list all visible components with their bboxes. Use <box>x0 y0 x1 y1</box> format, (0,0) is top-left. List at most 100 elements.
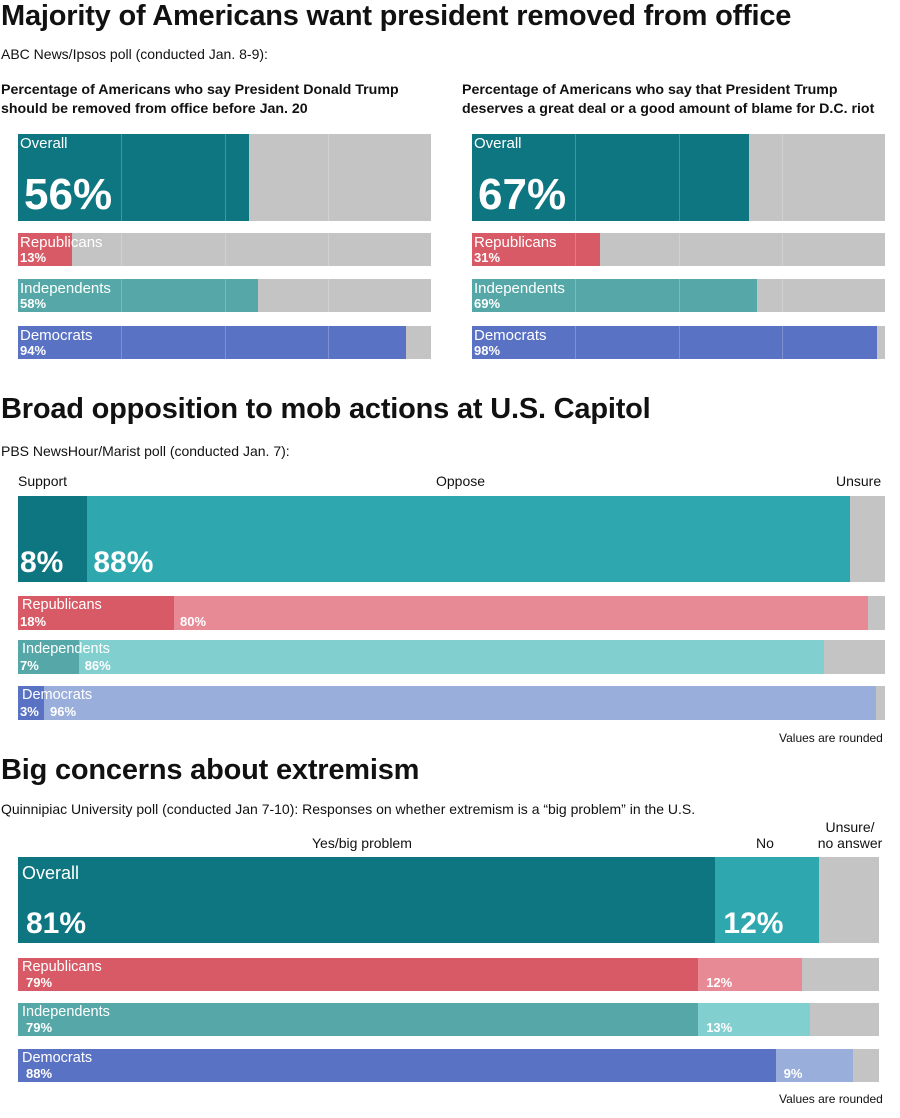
chart3-label-republicans: Republicans <box>22 597 102 613</box>
chart3-track-democrats: 3% 96% Democrats <box>18 686 885 720</box>
chart2-gridline <box>575 233 576 266</box>
chart4-label-independents: Independents <box>22 1004 110 1020</box>
chart4-track-independents: 79% 13% Independents <box>18 1003 879 1036</box>
chart2-bar-overall <box>472 134 749 221</box>
chart3-header-unsure: Unsure <box>836 473 882 489</box>
chart1-bar-independents <box>18 279 258 312</box>
chart1-track-republicans: Republicans 13% <box>18 233 431 266</box>
chart1-bar-overall <box>18 134 250 221</box>
chart2-value-independents: 69% <box>474 296 501 311</box>
chart4-seg-republicans-1 <box>698 958 802 991</box>
chart2-title: Percentage of Americans who say that Pre… <box>462 81 874 119</box>
chart4-seg-democrats-1 <box>775 1049 854 1082</box>
chart2-gridline <box>679 233 680 266</box>
chart3-note: Values are rounded <box>779 731 883 745</box>
chart1-label-republicans: Republicans <box>20 234 103 251</box>
chart1-bar-democrats <box>18 326 407 359</box>
chart4-value-democrats-1: 9% <box>783 1066 803 1081</box>
chart3-seg-independents-0 <box>18 640 79 674</box>
chart3-track-overall: 8% 88% <box>18 496 885 582</box>
chart4-value-republicans-1: 12% <box>706 975 733 990</box>
chart4-label-republicans: Republicans <box>22 959 102 975</box>
chart4-note: Values are rounded <box>779 1092 883 1106</box>
chart4-label-overall: Overall <box>22 863 80 883</box>
chart1-label-independents: Independents <box>20 280 111 297</box>
chart4-label-democrats: Democrats <box>22 1050 93 1066</box>
chart1-gridline <box>121 233 122 266</box>
chart1-title-line1: Percentage of Americans who say Presiden… <box>1 82 399 98</box>
chart3-header-oppose: Oppose <box>436 473 486 489</box>
chart4-header-yes: Yes/big problem <box>312 835 412 851</box>
chart2-gridline <box>782 134 783 221</box>
chart2-gridline <box>782 233 783 266</box>
chart2-gridline <box>679 326 680 359</box>
chart4-track-overall: 81% 12% Overall <box>18 857 879 943</box>
chart3-value-independents-1: 86% <box>84 658 111 673</box>
chart4-seg-overall-1 <box>715 857 819 943</box>
chart1-bar-republicans <box>18 233 72 266</box>
chart4-value-overall-0: 81% <box>26 907 87 940</box>
chart4-track-republicans: 79% 12% Republicans <box>18 958 879 991</box>
section1-source: ABC News/Ipsos poll (conducted Jan. 8-9)… <box>1 46 268 62</box>
chart1-gridline <box>328 279 329 312</box>
chart1-gridline <box>121 279 122 312</box>
chart4-value-independents-0: 79% <box>26 1020 53 1035</box>
chart1-title-line2: should be removed from office before Jan… <box>1 101 308 117</box>
chart2-label-republicans: Republicans <box>474 234 557 251</box>
chart1-gridline <box>328 134 329 221</box>
chart3-seg-republicans-1 <box>174 596 868 630</box>
section2-source: PBS NewsHour/Marist poll (conducted Jan.… <box>1 443 290 459</box>
chart2-value-republicans: 31% <box>474 250 501 265</box>
chart1-label-overall: Overall <box>20 135 68 152</box>
chart1-label-democrats: Democrats <box>20 327 93 344</box>
chart4-bars: 81% 12% Overall 79% 12% Republicans 79% 13% Inde… <box>18 857 879 1082</box>
chart3-seg-democrats-0 <box>18 686 44 720</box>
chart3-seg-democrats-1 <box>44 686 877 720</box>
chart1-gridline <box>121 326 122 359</box>
chart2-gridline <box>782 279 783 312</box>
chart3-seg-overall-1 <box>87 496 851 582</box>
chart1-value-democrats: 94% <box>20 343 47 358</box>
chart2-bar-democrats <box>472 326 877 359</box>
chart3-label-democrats: Democrats <box>22 687 93 703</box>
chart2-track-republicans: Republicans 31% <box>472 233 885 266</box>
chart4-seg-democrats-0 <box>18 1049 776 1082</box>
chart1-track-independents: Independents 58% <box>18 279 431 312</box>
chart4-value-independents-1: 13% <box>706 1020 733 1035</box>
chart4-header-unsure: Unsure/ no answer <box>817 819 883 851</box>
chart2-gridline <box>575 279 576 312</box>
chart3-track-republicans: 18% 80% Republicans <box>18 596 885 630</box>
chart3-track-independents: 7% 86% Independents <box>18 640 885 674</box>
chart3-seg-overall-0 <box>18 496 88 582</box>
section3-title: Big concerns about extremism <box>1 754 420 786</box>
chart1-track-overall: Overall 56% <box>18 134 431 221</box>
chart3-value-overall-1: 88% <box>93 546 154 579</box>
chart1-gridline <box>328 326 329 359</box>
section2-title: Broad opposition to mob actions at U.S. … <box>1 393 651 425</box>
chart1-gridline <box>328 233 329 266</box>
chart3-value-democrats-1: 96% <box>50 704 77 719</box>
chart2-gridline <box>782 326 783 359</box>
chart2-track-overall: Overall 67% <box>472 134 885 221</box>
chart2-gridline <box>679 279 680 312</box>
chart1-gridline <box>121 134 122 221</box>
chart1-value-independents: 58% <box>20 296 47 311</box>
chart2-value-democrats: 98% <box>474 343 501 358</box>
section1-title: Majority of Americans want president rem… <box>1 0 792 32</box>
chart3-value-overall-0: 8% <box>20 546 64 579</box>
chart4-seg-independents-0 <box>18 1003 699 1036</box>
chart1-title: Percentage of Americans who say Presiden… <box>1 81 399 119</box>
chart2-title-line1: Percentage of Americans who say that Pre… <box>462 82 838 98</box>
chart1-value-overall: 56% <box>24 170 113 219</box>
chart4-value-republicans-0: 79% <box>26 975 53 990</box>
chart4-track-democrats: 88% 9% Democrats <box>18 1049 879 1082</box>
chart3-seg-independents-1 <box>78 640 825 674</box>
chart1-gridline <box>225 233 226 266</box>
chart2-bars: Overall 67% Republicans 31% Independents 69% D… <box>472 134 885 359</box>
chart4-header-no: No <box>756 835 774 851</box>
chart4-value-overall-1: 12% <box>723 907 784 940</box>
chart3-bars: 8% 88% 18% 80% Republicans 7% 86% Independents 3… <box>18 496 885 721</box>
chart3-value-democrats-0: 3% <box>20 704 39 719</box>
chart2-value-overall: 67% <box>478 170 567 219</box>
chart1-gridline <box>225 279 226 312</box>
